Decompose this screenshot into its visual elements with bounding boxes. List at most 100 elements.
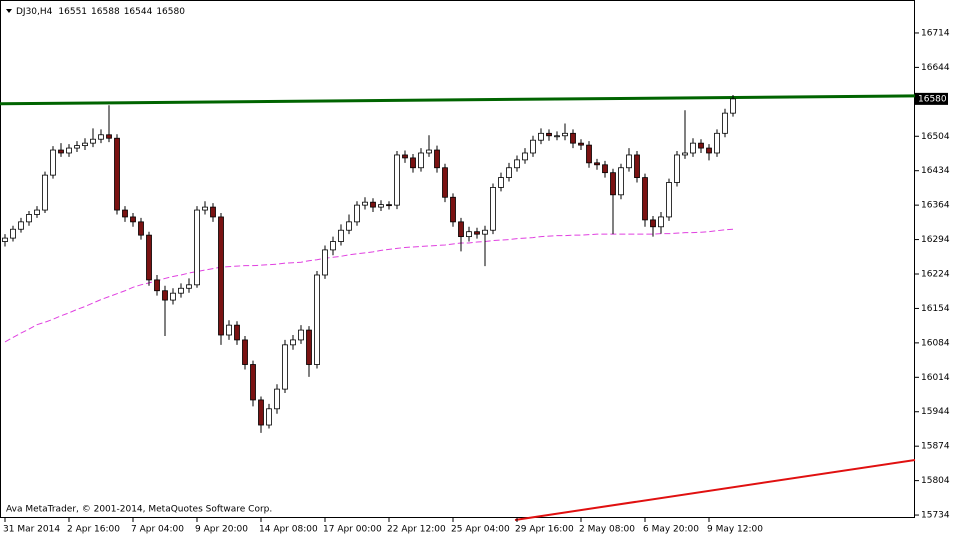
candle-body xyxy=(530,139,536,154)
candle-body xyxy=(290,339,296,346)
candle-body xyxy=(98,134,104,140)
candle-body xyxy=(578,142,584,146)
x-tick-label: 29 Apr 16:00 xyxy=(515,525,574,535)
candle-body xyxy=(474,231,480,235)
y-tick-label: 16714 xyxy=(921,28,950,38)
candle-body xyxy=(234,324,240,341)
trendline xyxy=(0,94,916,106)
candle-body xyxy=(82,142,88,147)
candle-body xyxy=(202,206,208,211)
x-tick-label: 25 Apr 04:00 xyxy=(451,525,510,535)
candle-body xyxy=(690,142,696,154)
candle-body xyxy=(386,204,392,207)
y-tick-label: 15944 xyxy=(921,407,950,417)
candle-body xyxy=(722,112,728,134)
candle-body xyxy=(362,201,368,206)
y-tick-label: 16364 xyxy=(921,201,950,211)
candle-body xyxy=(418,152,424,169)
candle-body xyxy=(210,206,216,218)
y-tick-label: 16014 xyxy=(921,373,950,383)
candle-body xyxy=(666,182,672,218)
candle-body xyxy=(378,204,384,208)
candle-body xyxy=(498,177,504,188)
candle-body xyxy=(258,399,264,426)
candle-body xyxy=(146,234,152,281)
candle-body xyxy=(634,154,640,178)
candle-body xyxy=(122,209,128,218)
x-tick-label: 31 Mar 2014 xyxy=(3,525,60,535)
candle-body xyxy=(618,167,624,196)
candle-body xyxy=(90,138,96,144)
candle-body xyxy=(450,196,456,223)
y-tick-label: 16084 xyxy=(921,338,950,348)
menu-icon[interactable] xyxy=(6,9,12,13)
candle-body xyxy=(10,228,16,239)
candle-body xyxy=(42,174,48,211)
candle-body xyxy=(594,162,600,166)
candle-body xyxy=(18,221,24,230)
candle-body xyxy=(58,149,64,154)
candle-body xyxy=(458,221,464,238)
candle-body xyxy=(26,214,32,223)
candle-body xyxy=(674,154,680,183)
candle-body xyxy=(434,149,440,169)
candle-body xyxy=(138,221,144,236)
candle-body xyxy=(338,229,344,242)
plot xyxy=(0,94,916,521)
watermark: Ava MetaTrader, © 2001-2014, MetaQuotes … xyxy=(6,505,272,515)
last-open: 16551 xyxy=(58,7,87,17)
candle-body xyxy=(226,324,232,336)
price-label-box xyxy=(915,92,948,105)
x-tick-label: 7 Apr 04:00 xyxy=(131,525,184,535)
x-tick-label: 9 Apr 20:00 xyxy=(195,525,248,535)
price-label: 16580 xyxy=(918,94,947,104)
candle-body xyxy=(266,408,272,426)
candle-body xyxy=(490,187,496,231)
y-tick-label: 16504 xyxy=(921,132,950,142)
candle-body xyxy=(346,221,352,231)
candle-body xyxy=(394,154,400,206)
candle-body xyxy=(114,137,120,211)
candle-body xyxy=(130,216,136,223)
symbol: DJ30,H4 xyxy=(16,7,53,17)
candle-body xyxy=(514,159,520,169)
y-tick-label: 16154 xyxy=(921,304,950,314)
candle-body xyxy=(402,154,408,159)
candle-body xyxy=(482,229,488,235)
last-high: 16588 xyxy=(91,7,120,17)
candle-body xyxy=(442,167,448,198)
candle-body xyxy=(610,172,616,196)
candle-body xyxy=(562,132,568,137)
candle-body xyxy=(162,290,168,301)
candle-body xyxy=(186,284,192,289)
candle-body xyxy=(410,157,416,169)
x-tick-label: 6 May 20:00 xyxy=(643,525,699,535)
candle-body xyxy=(730,98,736,114)
candle-body xyxy=(274,388,280,410)
candle-body xyxy=(322,249,328,276)
last-close: 16580 xyxy=(156,7,185,17)
candle-body xyxy=(370,201,376,208)
candle-body xyxy=(194,209,200,286)
y-tick-label: 15804 xyxy=(921,476,950,486)
candle-body xyxy=(314,274,320,365)
candle-body xyxy=(650,219,656,228)
candle-body xyxy=(658,216,664,228)
y-tick-label: 16224 xyxy=(921,270,950,280)
candle-body xyxy=(330,241,336,251)
y-tick-label: 15874 xyxy=(921,442,950,452)
candle-body xyxy=(170,292,176,301)
candle-body xyxy=(282,344,288,390)
candle-body xyxy=(586,144,592,164)
candle-body xyxy=(298,329,304,341)
candle-body xyxy=(218,216,224,336)
candle-body xyxy=(426,149,432,154)
candle-body xyxy=(178,287,184,294)
x-tick-label: 2 Apr 16:00 xyxy=(67,525,120,535)
y-tick-label: 16294 xyxy=(921,235,950,245)
candle-body xyxy=(602,164,608,174)
candle-body xyxy=(242,339,248,365)
x-tick-label: 9 May 12:00 xyxy=(707,525,763,535)
candle-body xyxy=(682,152,688,156)
